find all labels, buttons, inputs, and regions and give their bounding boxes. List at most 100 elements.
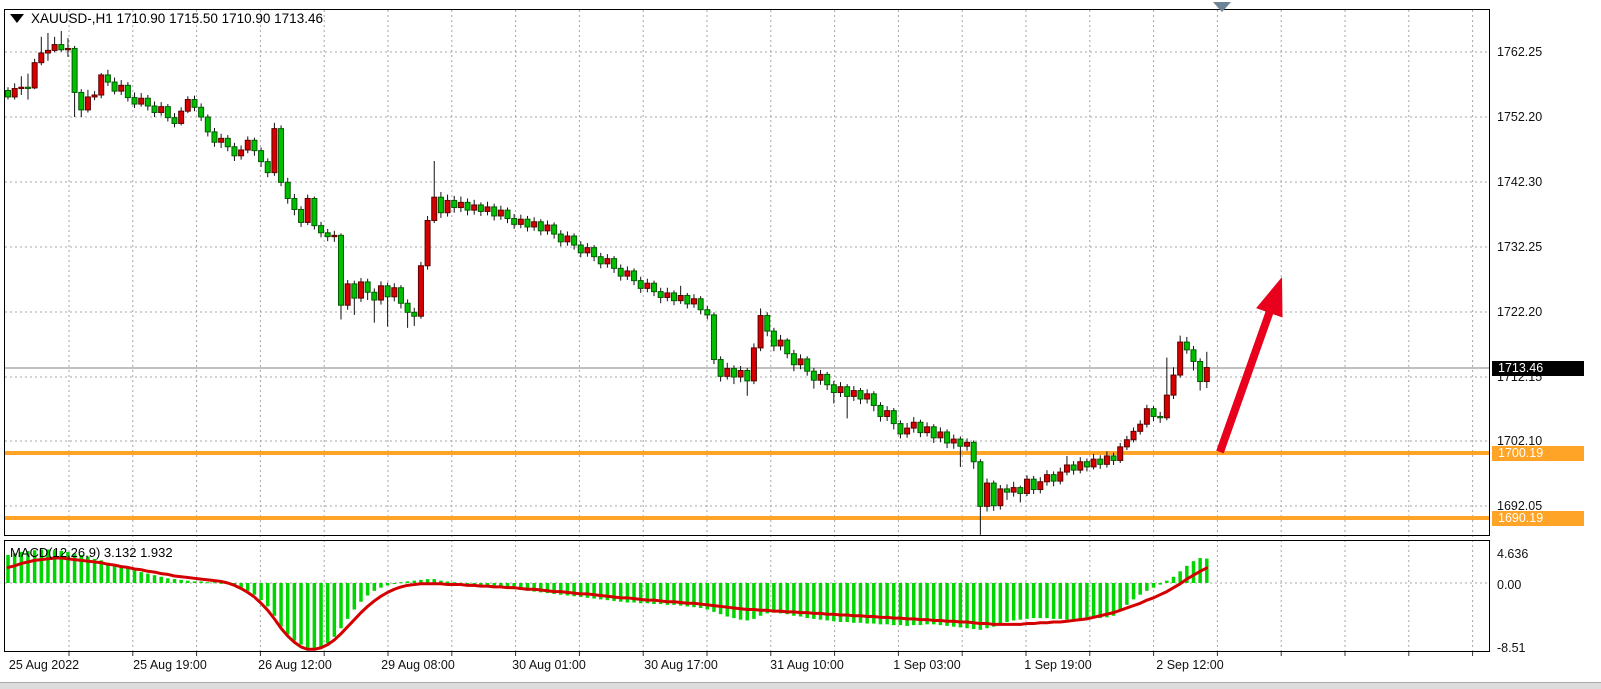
macd-bar [1078, 583, 1083, 619]
candle-body [1123, 439, 1130, 448]
candle-body [324, 232, 331, 238]
candle-body [870, 393, 877, 406]
macd-bar [565, 583, 570, 596]
candle-body [98, 74, 105, 96]
candle-body [437, 196, 444, 214]
macd-axis-label: -8.51 [1497, 641, 1526, 655]
candle-body [744, 370, 751, 382]
candle-body [950, 438, 957, 444]
candle-body [1017, 487, 1024, 494]
macd-bar [1205, 558, 1209, 583]
macd-bar [858, 583, 863, 623]
macd-bar [665, 583, 670, 605]
candle-body [1010, 487, 1017, 493]
chart-title: XAUUSD-,H1 1710.90 1715.50 1710.90 1713.… [10, 11, 323, 26]
candle-body [51, 44, 58, 51]
trend-arrow-head[interactable] [1256, 277, 1283, 318]
macd-bar [106, 562, 110, 583]
candle-body [810, 370, 817, 381]
candle-body [1043, 474, 1050, 483]
current-price-badge: 1713.46 [1492, 361, 1584, 376]
macd-bar [1038, 583, 1043, 619]
macd-bar [405, 581, 410, 583]
candle-body [1183, 341, 1190, 351]
candle-body [737, 370, 744, 378]
macd-bar [12, 553, 17, 583]
candle-body [124, 84, 131, 99]
macd-bar [658, 583, 663, 605]
macd-bar [39, 549, 44, 583]
candle-body [644, 282, 651, 289]
candle-body [211, 131, 218, 143]
candle-body [857, 390, 864, 400]
macd-bar [672, 583, 676, 605]
candle-body [664, 292, 671, 298]
candle-body [384, 285, 391, 298]
candle-body [1143, 408, 1150, 425]
macd-bar [1085, 583, 1089, 619]
macd-bar [1071, 583, 1076, 620]
candle-body [64, 47, 71, 51]
macd-bar [66, 551, 70, 583]
macd-bar [638, 583, 643, 604]
macd-bar [698, 583, 703, 608]
candle-body [984, 482, 991, 507]
candle-body [597, 256, 604, 265]
trend-arrow-shaft[interactable] [1216, 303, 1276, 454]
macd-bar [399, 582, 403, 584]
time-axis-label: 30 Aug 17:00 [644, 658, 718, 672]
candle-body [404, 302, 411, 313]
macd-bar [652, 583, 656, 605]
candle-body [1130, 430, 1137, 441]
macd-bar [206, 582, 210, 584]
macd-bar [1158, 583, 1162, 585]
macd-bar [499, 583, 503, 588]
candle-body [5, 89, 11, 98]
price-axis-label: 1752.20 [1497, 110, 1543, 124]
time-axis-label: 1 Sep 19:00 [1024, 658, 1092, 672]
macd-bar [246, 583, 250, 591]
macd-bar [99, 560, 103, 583]
macd-bar [152, 575, 157, 583]
macd-bar [59, 551, 64, 583]
candle-body [417, 265, 424, 317]
macd-bar [1025, 583, 1029, 619]
macd-bar [479, 583, 483, 586]
candle-body [970, 441, 977, 463]
macd-bar [892, 583, 896, 626]
candle-body [304, 197, 311, 223]
candle-body [271, 128, 278, 174]
macd-bar [732, 583, 736, 619]
macd-bar [239, 583, 243, 588]
macd-bar [545, 583, 550, 594]
candle-body [451, 199, 458, 209]
candle-body [790, 353, 797, 366]
candle-body [477, 204, 484, 212]
candle-body [144, 97, 151, 107]
macd-bar [745, 583, 750, 621]
candle-body [444, 199, 451, 214]
candle-body [84, 96, 91, 111]
scroll-position-marker-icon[interactable] [1213, 2, 1231, 12]
candle-body [204, 116, 211, 133]
price-axis-label: 1732.25 [1497, 240, 1543, 254]
candle-body [990, 482, 997, 507]
candle-body [724, 368, 731, 377]
macd-bar [325, 583, 330, 644]
candle-body [784, 339, 791, 355]
chart-title-text: XAUUSD-,H1 1710.90 1715.50 1710.90 1713.… [31, 11, 323, 26]
candle-body [238, 149, 245, 157]
symbol-marker-icon [10, 14, 24, 23]
candle-body [424, 219, 431, 267]
candle-body [997, 488, 1004, 507]
candle-body [631, 270, 638, 282]
candle-body [757, 315, 764, 349]
macd-bar [645, 583, 650, 604]
macd-bar [199, 581, 203, 583]
macd-bar [925, 583, 929, 625]
macd-bar [252, 583, 257, 595]
time-axis-label: 25 Aug 2022 [8, 658, 80, 672]
macd-bar [439, 580, 443, 583]
